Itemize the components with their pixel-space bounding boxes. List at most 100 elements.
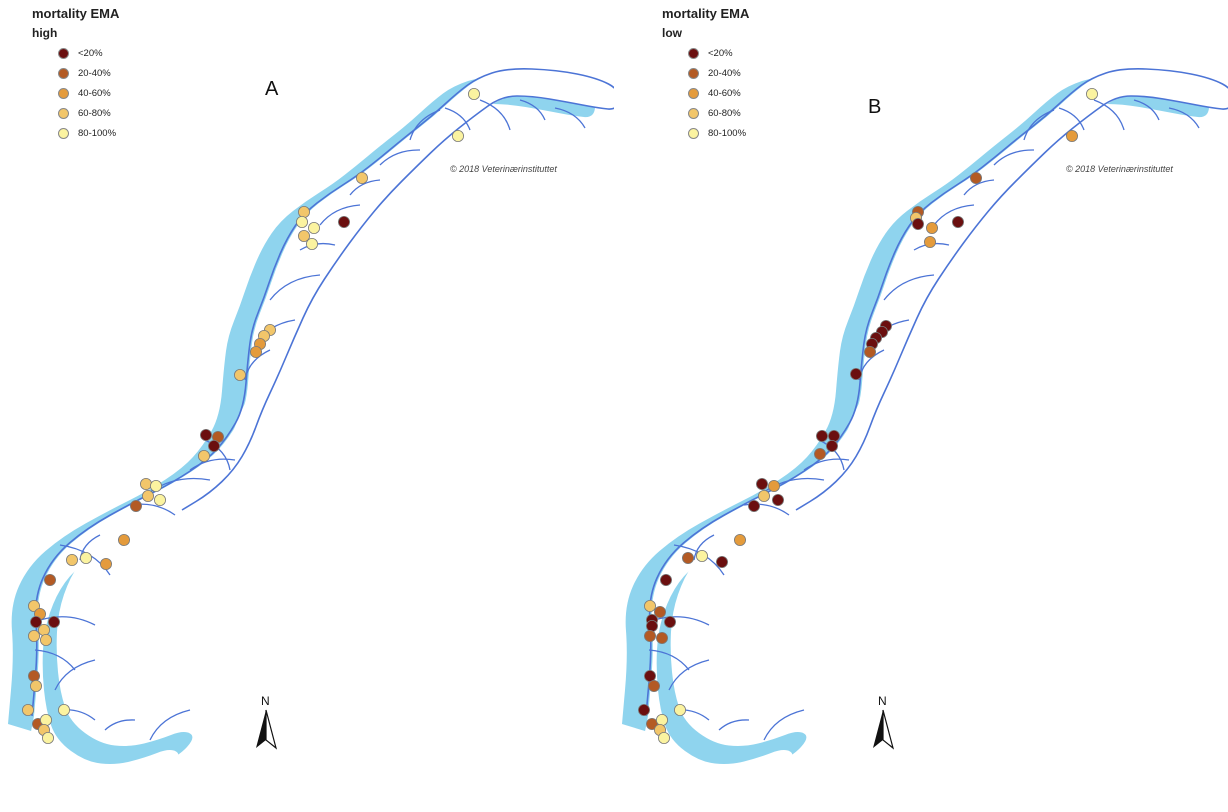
legend-scenario: high xyxy=(32,26,58,40)
legend-label: <20% xyxy=(708,48,733,59)
panel-letter: B xyxy=(868,96,882,118)
farm-site-marker xyxy=(297,229,310,242)
north-arrow-icon xyxy=(873,709,895,750)
farm-site-marker xyxy=(923,235,936,248)
fjord xyxy=(718,719,750,731)
legend-swatch xyxy=(688,48,699,59)
farm-site-marker xyxy=(825,439,838,452)
farm-site-marker xyxy=(207,439,220,452)
farm-site-marker xyxy=(29,680,42,693)
legend-item: 20-40% xyxy=(58,68,111,79)
legend-swatch xyxy=(688,88,699,99)
farm-site-marker xyxy=(827,429,840,442)
fjord xyxy=(693,534,715,561)
farm-site-marker xyxy=(969,171,982,184)
fjord xyxy=(244,349,271,381)
copyright: © 2018 Veterinærinstituttet xyxy=(450,164,557,174)
legend-swatch xyxy=(688,128,699,139)
fjord xyxy=(648,649,690,671)
panel-letter: A xyxy=(265,78,279,100)
farm-site-marker xyxy=(815,429,828,442)
coast-map-b xyxy=(622,68,1228,790)
legend-label: 80-100% xyxy=(78,128,117,139)
fjord xyxy=(54,659,96,691)
legend-item: 60-80% xyxy=(688,108,741,119)
fjord xyxy=(653,616,710,626)
legend-label: 40-60% xyxy=(708,88,741,99)
legend-scenario: low xyxy=(662,26,682,40)
fjord xyxy=(763,709,805,741)
map-panel-b: mortality EMA low <20% 20-40% 40-60% 60-80%… xyxy=(614,0,1228,812)
north-label: N xyxy=(261,694,270,708)
legend-item: 80-100% xyxy=(58,128,117,139)
farm-site-marker xyxy=(951,215,964,228)
legend-label: 20-40% xyxy=(708,68,741,79)
fjord xyxy=(269,274,321,301)
farm-site-marker xyxy=(249,345,262,358)
farm-site-marker xyxy=(118,534,131,547)
farm-site-marker xyxy=(1085,88,1098,101)
farm-site-marker xyxy=(643,670,656,683)
farm-site-marker xyxy=(129,499,142,512)
farm-site-marker xyxy=(100,558,113,571)
farm-site-marker xyxy=(233,368,246,381)
fjord xyxy=(963,179,995,196)
farm-site-marker xyxy=(813,447,826,460)
fjord xyxy=(883,274,935,301)
farm-site-marker xyxy=(654,606,667,619)
land-area xyxy=(27,68,614,790)
farm-site-marker xyxy=(48,616,61,629)
fjord xyxy=(39,616,96,626)
farm-site-marker xyxy=(467,88,480,101)
fjord xyxy=(1058,107,1085,131)
farm-site-marker xyxy=(337,215,350,228)
farm-site-marker xyxy=(27,600,40,613)
farm-site-marker xyxy=(1065,129,1078,142)
legend-title: mortality EMA xyxy=(662,6,750,21)
fjord xyxy=(479,99,511,131)
farm-site-marker xyxy=(199,428,212,441)
fjord xyxy=(319,204,361,226)
fjord xyxy=(1168,107,1200,129)
farm-site-marker xyxy=(297,205,310,218)
farm-site-marker xyxy=(863,345,876,358)
farm-site-marker xyxy=(696,550,709,563)
farm-site-marker xyxy=(40,714,53,727)
fjord xyxy=(104,719,136,731)
farm-site-marker xyxy=(27,630,40,643)
farm-site-marker xyxy=(734,534,747,547)
farm-site-marker xyxy=(643,630,656,643)
farm-site-marker xyxy=(757,489,770,502)
legend-item: <20% xyxy=(688,48,733,59)
legend-item: 20-40% xyxy=(688,68,741,79)
farm-site-marker xyxy=(747,499,760,512)
farm-site-marker xyxy=(637,704,650,717)
north-arrow-icon xyxy=(256,709,278,750)
fjord xyxy=(349,179,381,196)
farm-site-marker xyxy=(643,600,656,613)
legend-item: 40-60% xyxy=(58,88,111,99)
farm-site-marker xyxy=(66,554,79,567)
farm-site-marker xyxy=(80,552,93,565)
legend-swatch xyxy=(58,48,69,59)
fjord xyxy=(444,107,471,131)
farm-site-marker xyxy=(355,171,368,184)
legend-label: 80-100% xyxy=(708,128,747,139)
farm-site-marker xyxy=(197,449,210,462)
farm-site-marker xyxy=(40,634,53,647)
fjord xyxy=(34,649,76,671)
farm-site-marker xyxy=(451,129,464,142)
fjord xyxy=(668,659,710,691)
fjord xyxy=(519,99,546,121)
map-panel-a: mortality EMA high <20% 20-40% 40-60% 60-80… xyxy=(8,6,614,790)
farm-site-marker xyxy=(153,493,166,506)
fjord xyxy=(1133,99,1160,121)
farm-site-marker xyxy=(755,477,768,490)
farm-site-marker xyxy=(716,556,729,569)
legend-swatch xyxy=(58,128,69,139)
farm-site-marker xyxy=(29,616,42,629)
legend-item: <20% xyxy=(58,48,103,59)
legend-item: 80-100% xyxy=(688,128,747,139)
farm-site-marker xyxy=(674,704,687,717)
farm-site-marker xyxy=(682,552,695,565)
